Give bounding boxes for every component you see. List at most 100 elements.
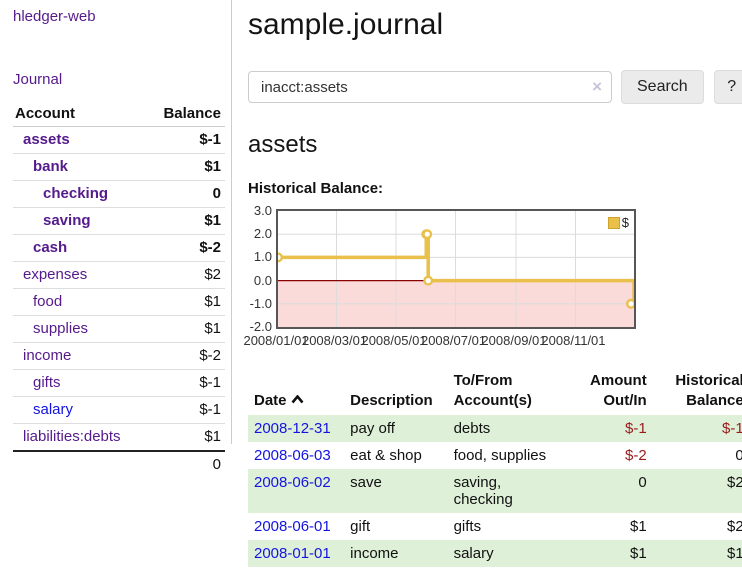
- legend-label: $: [621, 215, 629, 230]
- transaction-balance: $2: [727, 518, 742, 535]
- sidebar-item-journal[interactable]: Journal: [13, 71, 63, 88]
- register-header-balance: Historical Balance: [675, 372, 742, 409]
- account-balance: $-1: [147, 369, 225, 397]
- account-row: assets $-1: [13, 126, 225, 154]
- transaction-description: income: [344, 540, 448, 567]
- transaction-description: eat & shop: [350, 447, 422, 464]
- transaction-amount: $1: [563, 540, 653, 567]
- sidebar: hledger-web Journal Account Balance asse…: [0, 0, 232, 478]
- transaction-amount: $1: [630, 518, 647, 535]
- account-balance: $-2: [147, 234, 225, 262]
- register-header-amount: Amount Out/In: [590, 372, 647, 409]
- account-row: cash $-2: [13, 234, 225, 262]
- transaction-row: 2008-12-31 pay off debts $-1 $-1: [248, 415, 742, 442]
- account-balance: $-2: [147, 342, 225, 370]
- x-axis-tick-label: 2008/01/01: [243, 333, 309, 348]
- page-title: sample.journal: [248, 8, 444, 41]
- clear-search-icon[interactable]: ×: [592, 77, 602, 96]
- chart-legend: $: [606, 215, 630, 230]
- account-row: food $1: [13, 288, 225, 316]
- account-row: supplies $1: [13, 315, 225, 343]
- transaction-accounts: gifts: [453, 518, 482, 535]
- search-button[interactable]: Search: [621, 70, 704, 104]
- transaction-amount: 0: [563, 469, 653, 513]
- transaction-description: gift: [350, 518, 371, 535]
- account-link[interactable]: bank: [33, 158, 69, 175]
- transaction-accounts: food, supplies: [453, 447, 547, 464]
- account-link[interactable]: supplies: [33, 320, 89, 337]
- account-link[interactable]: cash: [33, 239, 68, 256]
- search-form: × Search ?: [248, 70, 742, 104]
- account-link[interactable]: saving: [43, 212, 91, 229]
- transaction-balance: 0: [735, 447, 742, 464]
- account-row: salary $-1: [13, 396, 225, 424]
- y-axis-tick-label: 0.0: [253, 272, 272, 288]
- account-row: income $-2: [13, 342, 225, 370]
- x-axis-tick-label: 2008/09/01: [481, 333, 547, 348]
- y-axis-tick-label: 1.0: [253, 249, 272, 265]
- account-balance: $1: [147, 423, 225, 452]
- x-axis-tick-label: 2008/05/01: [361, 333, 427, 348]
- search-input[interactable]: [248, 71, 612, 103]
- transaction-row: 2008-06-03 eat & shop food, supplies $-2…: [248, 442, 742, 469]
- account-row: saving $1: [13, 207, 225, 235]
- account-link[interactable]: assets: [23, 131, 70, 148]
- transaction-date-link[interactable]: 2008-06-01: [254, 518, 331, 535]
- chart-plot-area: $: [276, 209, 636, 329]
- accounts-table: Account Balance assets $-1 bank $1 check…: [13, 101, 225, 478]
- register-header-tofrom: To/From Account(s): [453, 372, 532, 409]
- account-row: expenses $2: [13, 261, 225, 289]
- account-row: liabilities:debts $1: [13, 423, 225, 452]
- y-axis-tick-label: -2.0: [249, 319, 272, 334]
- account-link[interactable]: food: [33, 293, 63, 310]
- register-header-date[interactable]: Date: [248, 367, 344, 415]
- account-link[interactable]: liabilities:debts: [23, 428, 121, 445]
- transaction-accounts: debts: [447, 415, 564, 442]
- accounts-total-value: 0: [147, 450, 225, 478]
- account-balance: $1: [147, 153, 225, 181]
- legend-swatch: [607, 216, 620, 229]
- transaction-balance: $2: [652, 469, 742, 513]
- account-balance: $1: [147, 315, 225, 343]
- transaction-balance: $-1: [652, 415, 742, 442]
- x-axis-tick-label: 2008/11/01: [541, 333, 606, 348]
- accounts-header-balance: Balance: [147, 101, 225, 127]
- transaction-balance: $1: [652, 540, 742, 567]
- transaction-date-link[interactable]: 2008-12-31: [254, 420, 331, 437]
- transaction-amount: $-2: [625, 447, 647, 464]
- transaction-date-link[interactable]: 2008-06-03: [254, 447, 331, 464]
- account-row: bank $1: [13, 153, 225, 181]
- help-button[interactable]: ?: [713, 70, 742, 104]
- account-link[interactable]: checking: [43, 185, 109, 202]
- account-balance: $1: [147, 207, 225, 235]
- transaction-description: pay off: [344, 415, 448, 442]
- account-balance: 0: [147, 180, 225, 208]
- y-axis-tick-label: -1.0: [249, 295, 272, 311]
- transaction-row: 2008-06-02 save saving, checking 0 $2: [248, 469, 742, 513]
- y-axis-tick-label: 3.0: [253, 203, 272, 218]
- accounts-header-account: Account: [13, 101, 148, 127]
- transaction-date-link[interactable]: 2008-06-02: [254, 474, 331, 491]
- accounts-total-row: 0: [13, 450, 225, 478]
- account-heading: assets: [248, 131, 318, 158]
- account-link[interactable]: salary: [33, 401, 74, 418]
- transaction-accounts: salary: [447, 540, 564, 567]
- account-row: checking 0: [13, 180, 225, 208]
- chart-label: Historical Balance:: [248, 180, 384, 197]
- account-link[interactable]: gifts: [33, 374, 61, 391]
- account-link[interactable]: income: [23, 347, 72, 364]
- y-axis-tick-label: 2.0: [253, 226, 272, 242]
- app-title-link[interactable]: hledger-web: [13, 8, 96, 25]
- transaction-amount: $-1: [563, 415, 653, 442]
- register-table: Date Description To/From Account(s) Amou…: [248, 367, 742, 567]
- account-balance: $2: [147, 261, 225, 289]
- transaction-date-link[interactable]: 2008-01-01: [254, 545, 331, 562]
- account-balance: $-1: [147, 126, 225, 154]
- register-header-description: Description: [350, 392, 433, 409]
- x-axis-tick-label: 2008/03/01: [301, 333, 368, 348]
- sort-ascending-icon: [291, 390, 304, 410]
- app-window: hledger-web Journal Account Balance asse…: [0, 0, 742, 567]
- account-link[interactable]: expenses: [23, 266, 88, 283]
- transaction-row: 2008-01-01 income salary $1 $1: [248, 540, 742, 567]
- account-balance: $1: [147, 288, 225, 316]
